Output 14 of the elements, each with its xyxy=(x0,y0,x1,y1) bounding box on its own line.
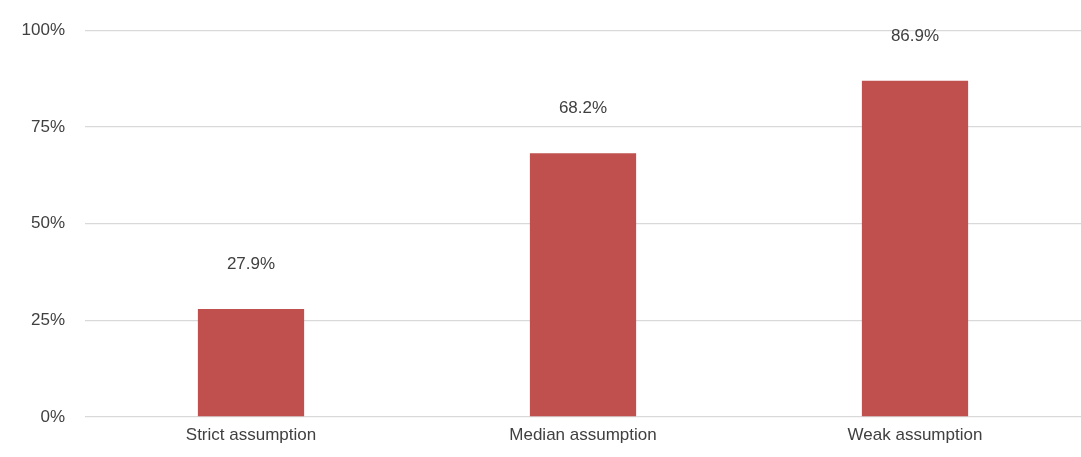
data-label: 68.2% xyxy=(558,98,608,118)
x-tick-label: Median assumption xyxy=(509,424,657,444)
y-tick-label: 100% xyxy=(21,19,65,39)
bar xyxy=(861,80,969,417)
data-label: 86.9% xyxy=(890,26,940,46)
bar xyxy=(529,153,637,417)
bar xyxy=(197,309,305,417)
y-tick-label: 0% xyxy=(40,406,65,426)
data-label: 27.9% xyxy=(226,254,276,274)
x-tick-label: Strict assumption xyxy=(185,424,317,444)
y-tick-label: 50% xyxy=(30,213,65,233)
x-tick-label: Weak assumption xyxy=(847,424,983,444)
y-tick-label: 25% xyxy=(30,309,65,329)
y-tick-label: 75% xyxy=(30,116,65,136)
